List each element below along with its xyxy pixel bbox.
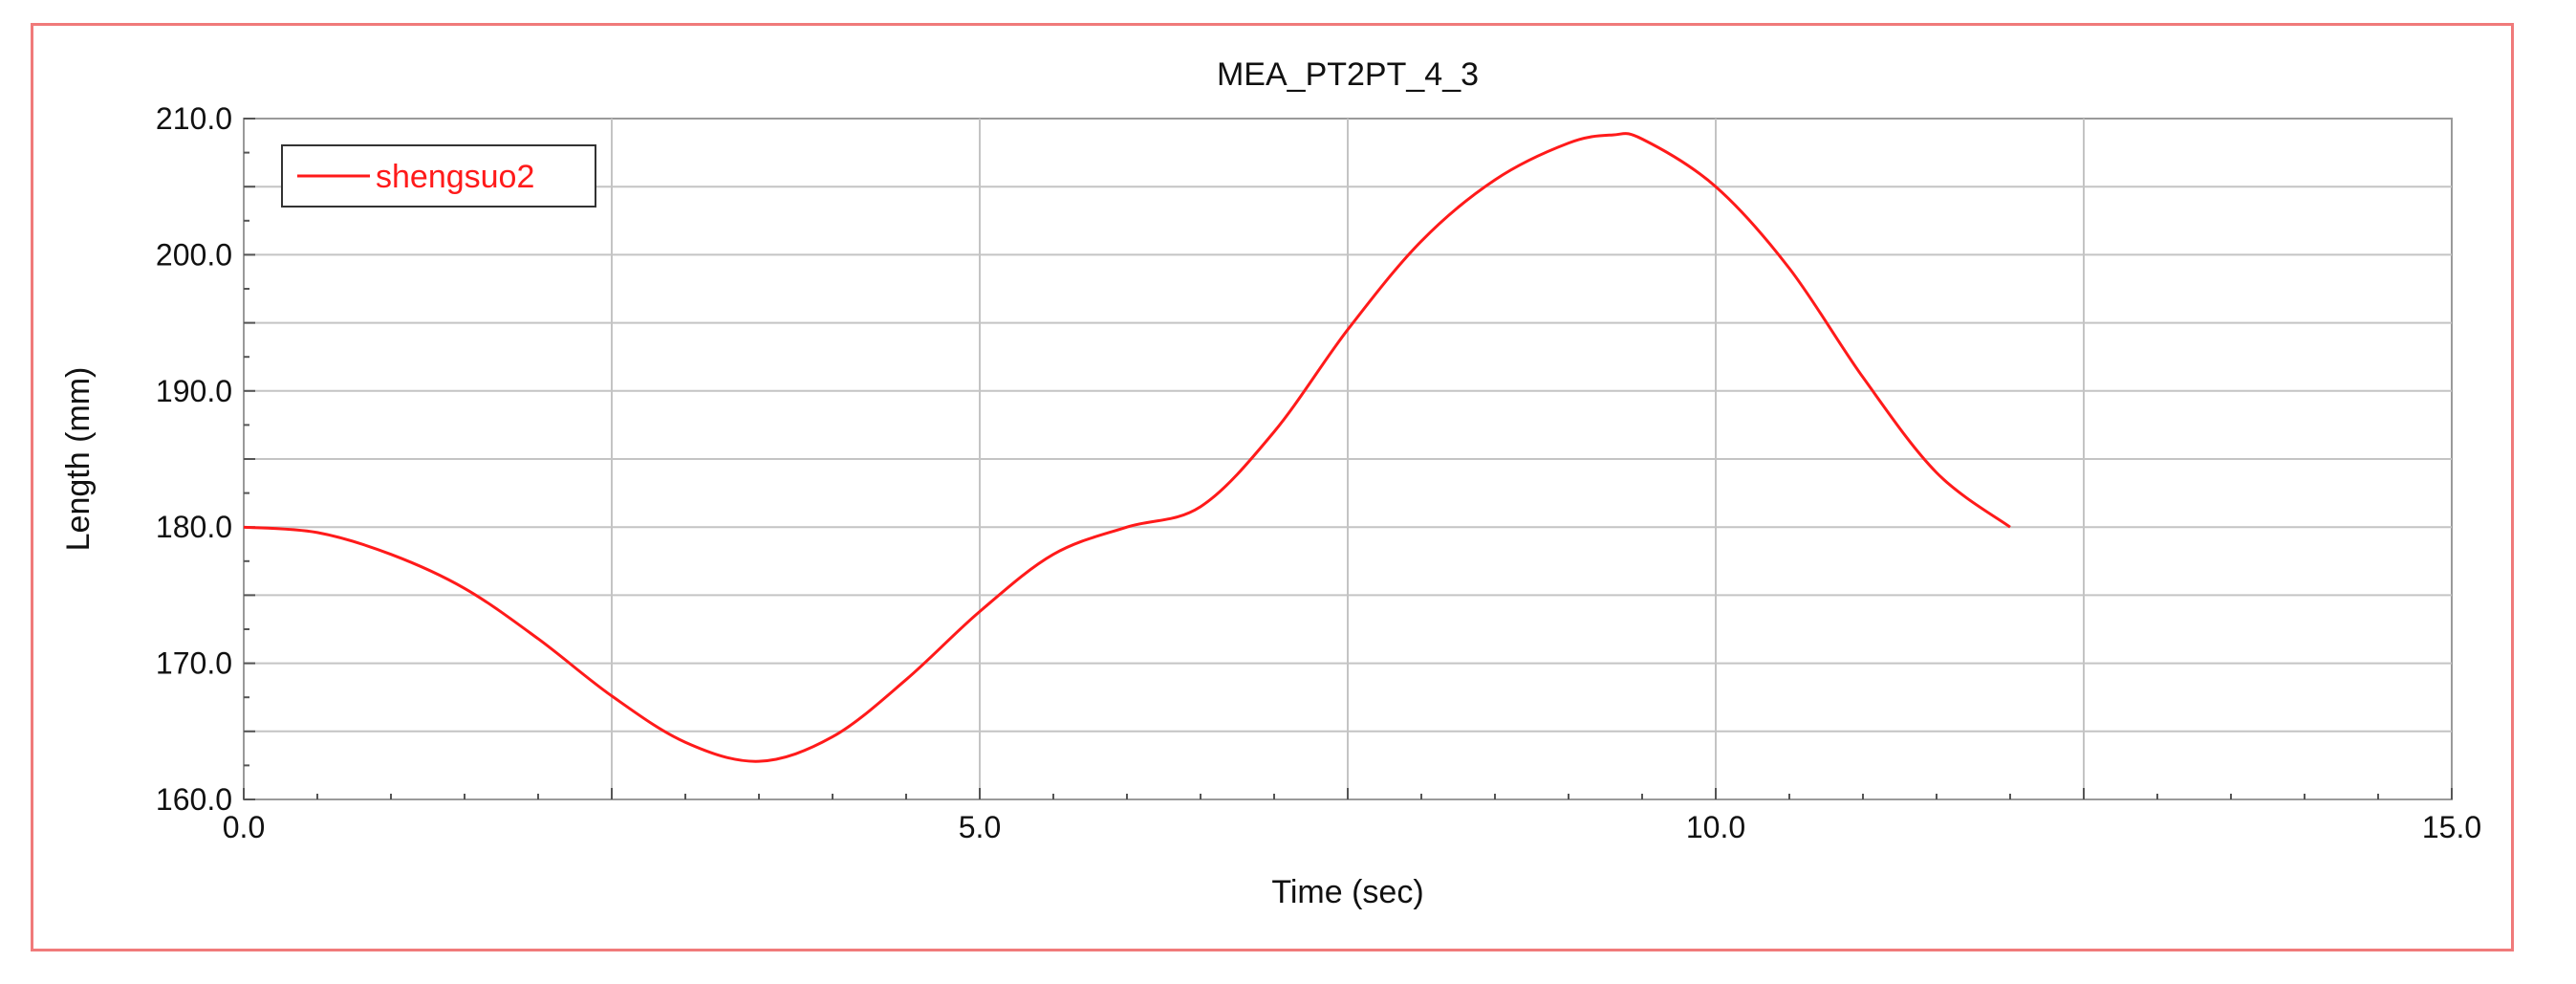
x-axis-label: Time (sec) [1271,874,1423,910]
y-tick-label: 210.0 [156,101,232,136]
x-tick-label: 10.0 [1686,810,1745,844]
legend-label: shengsuo2 [376,159,534,195]
grid-lines [244,119,2452,799]
series-layer [243,132,2011,763]
y-tick-label: 200.0 [156,237,232,272]
y-tick-label: 180.0 [156,510,232,544]
y-axis-label: Length (mm) [60,367,97,552]
y-tick-labels: 160.0 170.0 180.0 190.0 200.0 210.0 [156,101,232,817]
x-tick-labels: 0.0 5.0 10.0 15.0 [223,810,2481,844]
x-tick-label: 15.0 [2422,810,2481,844]
x-tick-label: 5.0 [959,810,1001,844]
series-line-shengsuo2 [243,132,2011,763]
chart-title: MEA_PT2PT_4_3 [1217,56,1479,93]
legend: shengsuo2 [281,144,596,208]
chart-svg: MEA_PT2PT_4_3 0.0 5.0 10.0 15.0 160.0170.01… [60,56,2481,910]
y-tick-label: 170.0 [156,646,232,681]
axis-ticks [243,118,2453,800]
chart-frame: MEA_PT2PT_4_3 0.0 5.0 10.0 15.0 160.0 170.0 1… [31,23,2514,951]
y-tick-label: 190.0 [156,374,232,408]
y-tick-label: 160.0 [156,782,232,817]
x-tick-label: 0.0 [223,810,265,844]
